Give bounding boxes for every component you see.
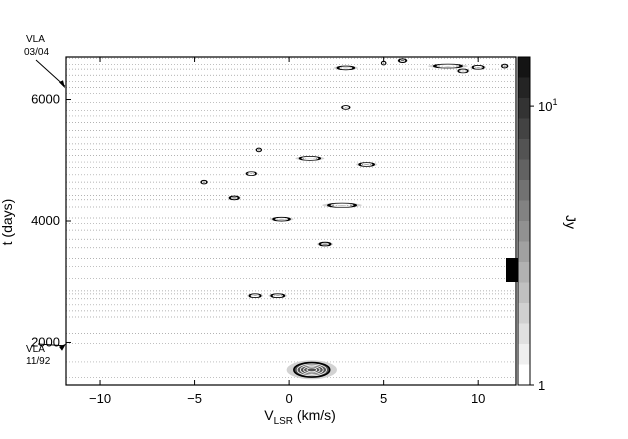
x-tick-label: 0 — [285, 391, 292, 406]
colorbar-step — [518, 262, 530, 283]
colorbar-frame — [517, 56, 531, 386]
emission-features — [200, 58, 509, 380]
emission-feature — [322, 202, 362, 208]
y-axis-title: t (days) — [0, 199, 15, 246]
colorbar-step — [518, 282, 530, 304]
colorbar-label: 101 — [538, 97, 557, 114]
colorbar-step — [518, 57, 530, 78]
emission-feature — [317, 241, 333, 247]
epoch-grid — [66, 57, 516, 379]
annotation-vla-2004: VLA 03/04 — [24, 34, 66, 89]
colorbar-step — [518, 159, 530, 181]
y-axis: 2000 4000 6000 — [31, 92, 71, 349]
colorbar-step — [518, 364, 530, 386]
colorbar-marker — [506, 258, 518, 282]
x-tick-label: 10 — [471, 391, 485, 406]
colorbar-step — [518, 303, 530, 324]
svg-text:VLA: VLA — [26, 344, 45, 355]
colorbar-label: 1 — [538, 378, 545, 393]
svg-text:03/04: 03/04 — [24, 47, 49, 58]
colorbar-step — [518, 241, 530, 263]
emission-feature — [269, 216, 294, 222]
emission-feature — [456, 68, 470, 74]
y-tick-label: 6000 — [31, 92, 60, 107]
colorbar-step — [518, 200, 530, 222]
svg-text:11/92: 11/92 — [26, 356, 51, 367]
x-axis-title: VLSR (km/s) — [264, 407, 336, 427]
emission-feature — [286, 360, 337, 380]
colorbar-step — [518, 118, 530, 140]
x-tick-label: −10 — [89, 391, 111, 406]
colorbar-step — [518, 180, 530, 201]
emission-feature — [470, 65, 487, 70]
svg-text:VLA: VLA — [26, 34, 45, 45]
x-axis: −10 −5 0 5 10 — [89, 57, 485, 406]
colorbar-step — [518, 221, 530, 242]
emission-feature — [333, 65, 358, 71]
x-tick-label: −5 — [187, 391, 202, 406]
colorbar-step — [518, 77, 530, 99]
colorbar-step — [518, 98, 530, 119]
emission-feature — [428, 63, 468, 69]
emission-feature — [247, 293, 264, 299]
plot-frame — [65, 56, 517, 386]
colorbar: 101 1 — [506, 56, 557, 393]
emission-feature — [227, 195, 241, 201]
emission-feature — [340, 105, 352, 110]
colorbar-step — [518, 344, 530, 365]
emission-feature — [268, 293, 288, 299]
emission-feature — [500, 63, 509, 69]
emission-feature — [295, 156, 325, 161]
emission-feature — [244, 171, 258, 176]
colorbar-step — [518, 139, 530, 160]
colorbar-title: Jy — [563, 215, 579, 229]
emission-feature — [200, 179, 208, 185]
emission-feature — [397, 58, 408, 63]
emission-feature — [255, 147, 263, 153]
emission-feature — [356, 162, 378, 167]
y-tick-label: 2000 — [31, 334, 60, 349]
colorbar-step — [518, 323, 530, 345]
x-tick-label: 5 — [380, 391, 387, 406]
y-tick-label: 4000 — [31, 213, 60, 228]
